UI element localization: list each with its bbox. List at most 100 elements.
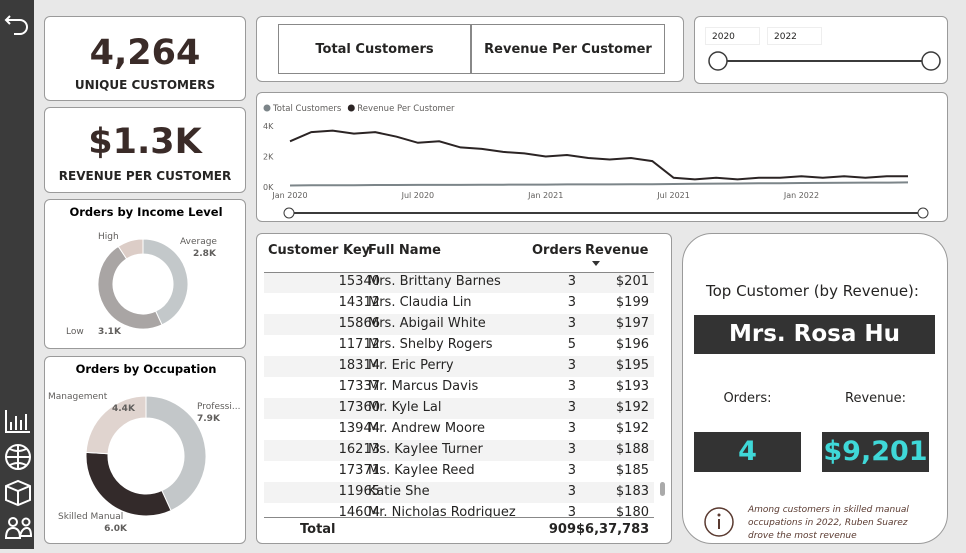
slice-value: 4.4K xyxy=(112,404,136,414)
table-row: 11965 Katie She 3 $183 xyxy=(264,482,654,504)
box-icon[interactable] xyxy=(5,479,31,507)
insight-note: Among customers in skilled manual occupa… xyxy=(748,505,909,541)
info-icon[interactable] xyxy=(703,506,735,538)
y-tick-label: 4K xyxy=(263,122,274,131)
donut-chart: Orders by Income Level Average 2.8K Low 3.1K… xyxy=(66,205,223,337)
chart-title: Orders by Income Level xyxy=(69,205,222,219)
table-row: 15866 Mrs. Abigail White 3 $197 xyxy=(264,314,654,336)
slider-handle[interactable] xyxy=(283,207,295,219)
table-cell: $183 xyxy=(615,484,649,499)
people-icon[interactable] xyxy=(4,526,33,539)
slicer-track xyxy=(708,51,941,71)
chart-title: Orders by Occupation xyxy=(76,362,217,376)
donut-chart: Orders by Occupation Professi... 7.9K Skill… xyxy=(48,362,240,534)
table-cell: Mr. Kyle Lal xyxy=(368,400,442,415)
table-cell: $188 xyxy=(615,442,649,457)
table-cell: 14312 xyxy=(338,295,380,310)
sidebar xyxy=(0,0,34,549)
column-header: Full Name xyxy=(368,243,441,258)
table-cell: 14604 xyxy=(338,505,380,517)
slider-handle[interactable] xyxy=(917,207,929,219)
donut-slice xyxy=(145,395,207,512)
table-cell: Mr. Nicholas Rodriguez xyxy=(368,505,516,517)
table-cell: 3 xyxy=(567,358,576,373)
table-cell: Mr. Marcus Davis xyxy=(368,379,479,394)
y-tick-label: 0K xyxy=(263,183,274,192)
table-cell: $197 xyxy=(615,316,649,331)
table-cell: $199 xyxy=(615,295,649,310)
legend-label: Revenue Per Customer xyxy=(357,104,455,114)
table-cell: 17337 xyxy=(338,379,380,394)
table-card: 15340 Mrs. Brittany Barnes 3 $201 14312 Mrs. … xyxy=(256,233,672,544)
table-cell: 3 xyxy=(567,442,576,457)
table-cell: 3 xyxy=(567,421,576,436)
table-cell: 11965 xyxy=(338,484,380,499)
x-tick-label: Jul 2020 xyxy=(401,191,435,200)
column-header: Revenue xyxy=(585,243,649,258)
table-cell: 3 xyxy=(567,484,576,499)
table-header: Customer Key Full Name Orders Revenue xyxy=(264,234,654,273)
y-tick-label: 2K xyxy=(263,153,274,162)
slicer-handle[interactable] xyxy=(708,51,728,71)
sort-indicator xyxy=(592,261,600,266)
year-slicer: 2020 2022 xyxy=(694,16,948,84)
donut-card: Orders by Income Level Average 2.8K Low 3.1K… xyxy=(44,199,246,349)
total-cell: 909 xyxy=(548,522,576,537)
total-cell: Total xyxy=(300,522,336,537)
back-icon[interactable] xyxy=(4,15,28,35)
toggle-card: Total Customers Revenue Per Customer xyxy=(256,16,684,82)
table-cell: 3 xyxy=(567,295,576,310)
table-cell: $193 xyxy=(615,379,649,394)
table-row: 17371 Ms. Kaylee Reed 3 $185 xyxy=(264,461,654,483)
slice-label: Low xyxy=(66,327,84,337)
table-cell: Mrs. Abigail White xyxy=(368,316,486,331)
line-card: 0K 2K 4K Jan 2020 Jul 2020 Jan 2021 Jul 2021 Ja… xyxy=(256,92,948,222)
revenue-value: $9,201 xyxy=(822,432,929,472)
slicer-start[interactable]: 2020 xyxy=(705,27,760,45)
toggle-button[interactable]: Total Customers xyxy=(278,24,471,74)
table-cell: Mr. Andrew Moore xyxy=(368,421,486,436)
orders-value: 4 xyxy=(694,432,801,472)
scrollbar[interactable] xyxy=(660,482,665,496)
donut-slice xyxy=(85,395,147,455)
slice-label: Professi... xyxy=(197,402,240,412)
table-row: 14604 Mr. Nicholas Rodriguez 3 $180 xyxy=(264,503,654,517)
slicer-end[interactable]: 2022 xyxy=(767,27,822,45)
table-cell: $192 xyxy=(615,421,649,436)
x-tick-label: Jul 2021 xyxy=(656,191,690,200)
donut-slice xyxy=(142,238,189,326)
top-customer-card: Top Customer (by Revenue): Mrs. Rosa Hu … xyxy=(682,233,948,544)
table-total: Total 909 $6,37,783 xyxy=(264,517,654,543)
table-cell: Mr. Eric Perry xyxy=(368,358,454,373)
table-cell: 17371 xyxy=(338,463,380,478)
kpi-label: REVENUE PER CUSTOMER xyxy=(58,169,232,183)
slice-label: High xyxy=(98,232,119,242)
sidebar-icons xyxy=(4,15,33,539)
table-cell: 3 xyxy=(567,379,576,394)
table-cell: Mrs. Shelby Rogers xyxy=(368,337,493,352)
toggle-button[interactable]: Revenue Per Customer xyxy=(471,24,665,74)
table-cell: Mrs. Brittany Barnes xyxy=(368,274,501,289)
table-cell: 3 xyxy=(567,316,576,331)
table-body: 15340 Mrs. Brittany Barnes 3 $201 14312 Mrs. … xyxy=(264,272,654,517)
line-chart: 0K 2K 4K Jan 2020 Jul 2020 Jan 2021 Jul 2021 Ja… xyxy=(263,104,929,219)
table-cell: 13944 xyxy=(338,421,380,436)
slice-value: 6.0K xyxy=(104,524,128,534)
table-row: 17337 Mr. Marcus Davis 3 $193 xyxy=(264,377,654,399)
x-tick-label: Jan 2022 xyxy=(783,191,819,200)
table-cell: $195 xyxy=(615,358,649,373)
slice-label: Skilled Manual xyxy=(58,512,123,522)
table-row: 13944 Mr. Andrew Moore 3 $192 xyxy=(264,419,654,441)
slicer-handle[interactable] xyxy=(921,51,941,71)
table-cell: 5 xyxy=(567,337,576,352)
report-icon[interactable] xyxy=(5,410,30,433)
table-cell: Ms. Kaylee Turner xyxy=(368,442,483,457)
kpi-label: UNIQUE CUSTOMERS xyxy=(74,78,216,92)
donut-slice xyxy=(85,451,172,517)
kpi-card: $1.3K REVENUE PER CUSTOMER xyxy=(44,107,246,193)
column-header: Orders xyxy=(532,243,582,258)
legend-label: Total Customers xyxy=(272,104,342,114)
slice-value: 2.8K xyxy=(193,249,217,259)
table-row: 16213 Ms. Kaylee Turner 3 $188 xyxy=(264,440,654,462)
